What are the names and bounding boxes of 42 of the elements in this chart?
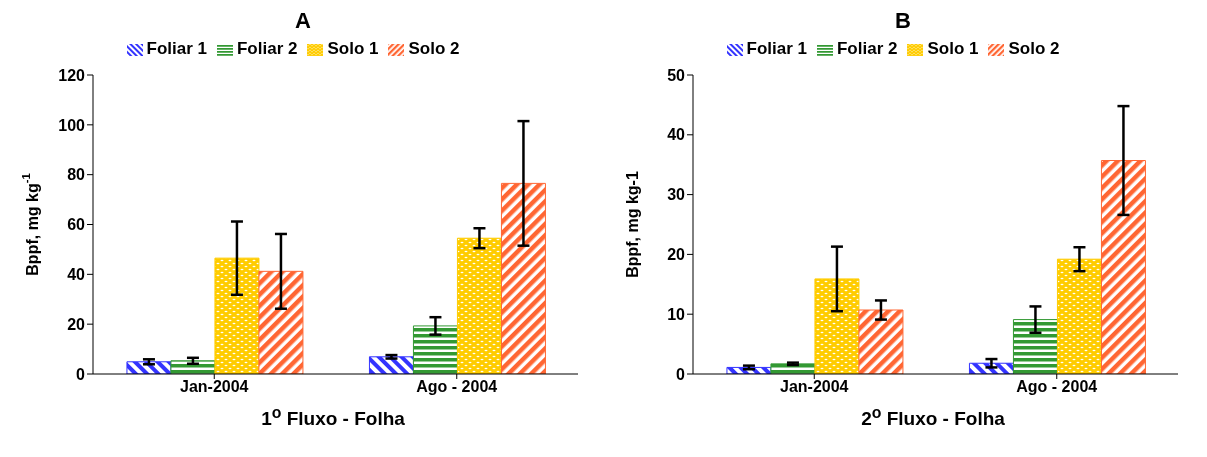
y-tick-label: 100 [58,116,86,134]
x-tick-label: Ago - 2004 [416,378,498,396]
y-tick-label: 20 [667,246,686,264]
legend-label: Solo 1 [927,39,979,58]
y-tick-label: 60 [67,216,86,234]
bar [1056,258,1102,374]
y-tick-label: 120 [58,66,86,84]
bar [500,182,546,374]
bar [412,325,458,374]
x-tick-label: Ago - 2004 [1016,378,1098,396]
y-tick-label: 80 [67,166,86,184]
bar [170,360,216,374]
legend-label: Foliar 2 [236,39,298,58]
bar [1100,160,1146,374]
legend-label: Foliar 1 [146,39,207,58]
bar [368,356,414,374]
y-tick-label: 50 [667,66,686,84]
legend-label: Solo 2 [408,39,460,58]
x-axis-title: 2$^{o}$ Fluxo - Folha [860,404,1006,431]
y-tick-label: 30 [667,186,686,204]
legend-label: Solo 2 [1008,39,1060,58]
x-tick-label: Jan-2004 [180,378,249,396]
y-tick-label: 10 [667,305,686,323]
y-tick-label: 20 [67,315,86,333]
chart-title: B [894,8,912,34]
bar [858,309,904,374]
y-axis-title: Bppf, mg kg-1 [623,171,641,278]
x-tick-label: Jan-2004 [780,378,849,396]
bar [214,257,260,374]
bar [1012,319,1058,374]
bar [456,237,502,374]
legend-label: Foliar 2 [836,39,898,58]
legend-label: Foliar 1 [746,39,807,58]
bar [258,270,304,374]
x-axis-title: 1$^{o}$ Fluxo - Folha [260,404,406,431]
bar [814,278,860,374]
chart-title: A [294,8,312,34]
legend-label: Solo 1 [327,39,379,58]
y-tick-label: 0 [76,365,86,383]
y-tick-label: 40 [667,126,686,144]
y-tick-label: 0 [676,365,686,383]
y-tick-label: 40 [67,266,86,284]
